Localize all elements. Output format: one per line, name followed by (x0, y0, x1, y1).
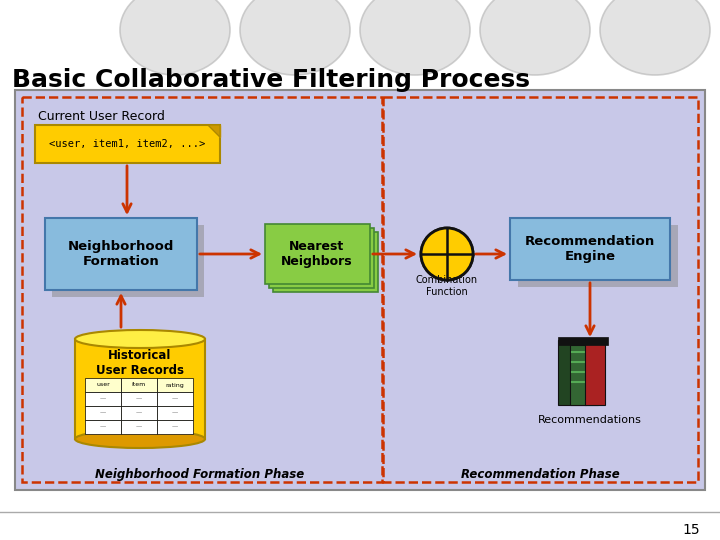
Text: —: — (136, 396, 142, 402)
Text: Recommendation Phase: Recommendation Phase (461, 468, 619, 481)
Text: Basic Collaborative Filtering Process: Basic Collaborative Filtering Process (12, 68, 530, 92)
Text: —: — (100, 396, 106, 402)
Text: Nearest
Neighbors: Nearest Neighbors (282, 240, 353, 268)
Ellipse shape (600, 0, 710, 75)
Ellipse shape (120, 0, 230, 75)
Text: —: — (136, 424, 142, 429)
Text: item: item (132, 382, 146, 388)
Ellipse shape (421, 228, 473, 280)
Bar (157, 406, 193, 420)
Bar (121, 420, 157, 434)
FancyBboxPatch shape (269, 228, 374, 288)
Text: —: — (136, 410, 142, 415)
Text: —: — (172, 424, 178, 429)
Ellipse shape (480, 0, 590, 75)
Text: —: — (100, 410, 106, 415)
Bar (121, 406, 157, 420)
FancyBboxPatch shape (45, 218, 197, 290)
FancyBboxPatch shape (75, 339, 205, 439)
Text: Combination
Function: Combination Function (416, 275, 478, 296)
FancyBboxPatch shape (558, 337, 608, 345)
FancyBboxPatch shape (15, 90, 705, 490)
Text: 15: 15 (683, 523, 700, 537)
Text: —: — (172, 410, 178, 415)
Bar (157, 420, 193, 434)
Text: —: — (100, 424, 106, 429)
FancyBboxPatch shape (265, 224, 370, 284)
Bar (157, 378, 193, 392)
Text: Neighborhood Formation Phase: Neighborhood Formation Phase (95, 468, 305, 481)
FancyBboxPatch shape (273, 232, 378, 292)
Wedge shape (447, 228, 473, 254)
Text: <user, item1, item2, ...>: <user, item1, item2, ...> (49, 139, 205, 149)
Bar (121, 378, 157, 392)
Text: Current User Record: Current User Record (38, 110, 165, 123)
Text: user: user (96, 382, 110, 388)
Ellipse shape (75, 430, 205, 448)
FancyBboxPatch shape (558, 340, 586, 405)
Polygon shape (208, 125, 220, 137)
Wedge shape (447, 254, 473, 280)
FancyBboxPatch shape (510, 218, 670, 280)
Bar (85, 392, 121, 406)
Text: Historical
User Records: Historical User Records (96, 349, 184, 377)
Bar (85, 378, 121, 392)
Wedge shape (421, 228, 447, 254)
Ellipse shape (75, 330, 205, 348)
Ellipse shape (360, 0, 470, 75)
Text: Recommendation
Engine: Recommendation Engine (525, 235, 655, 263)
FancyBboxPatch shape (570, 345, 598, 405)
Text: rating: rating (166, 382, 184, 388)
Bar (121, 392, 157, 406)
Ellipse shape (240, 0, 350, 75)
FancyBboxPatch shape (518, 225, 678, 287)
Bar (157, 392, 193, 406)
Text: Recommendations: Recommendations (538, 415, 642, 425)
FancyBboxPatch shape (585, 342, 605, 405)
Text: Neighborhood
Formation: Neighborhood Formation (68, 240, 174, 268)
FancyBboxPatch shape (52, 225, 204, 297)
Bar (85, 406, 121, 420)
Text: —: — (172, 396, 178, 402)
FancyBboxPatch shape (35, 125, 220, 163)
Wedge shape (421, 254, 447, 280)
Bar (85, 420, 121, 434)
